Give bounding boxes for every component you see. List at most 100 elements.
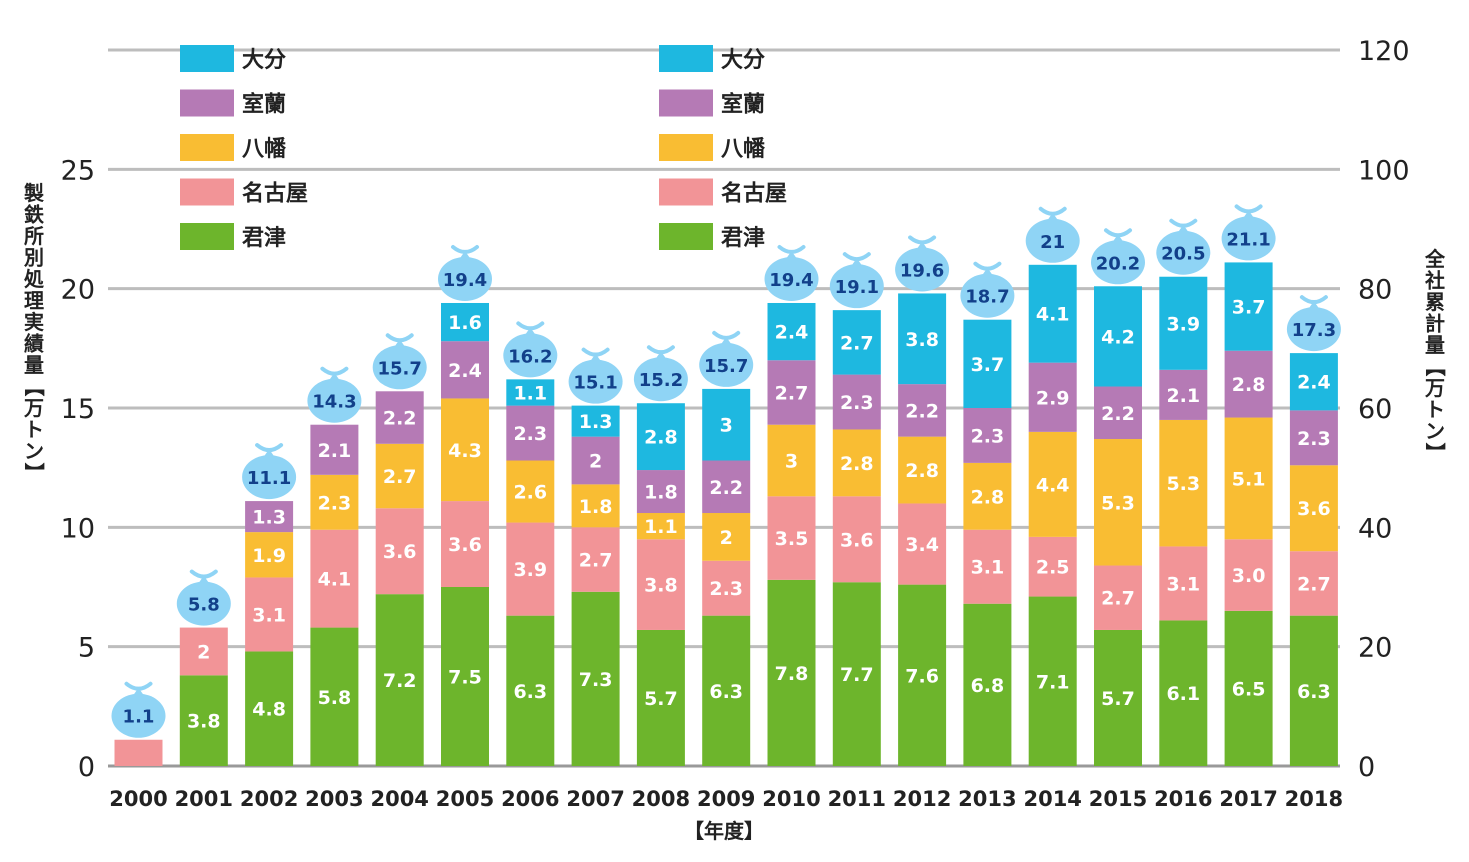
bar-segment: [375, 391, 424, 444]
bar-segment: [1028, 431, 1077, 537]
bar-segment: [832, 496, 881, 583]
segment-label: 4.4: [1036, 474, 1070, 496]
y-axis-right: 0 20 40 60 80 100 120: [1358, 36, 1410, 783]
axis-title-char: 理: [24, 289, 44, 313]
legend-swatch: [659, 89, 713, 117]
bar-segment: [1159, 419, 1208, 547]
bar-segment: [1159, 546, 1208, 621]
segment-label: 7.5: [448, 667, 482, 689]
x-tick-label: 2015: [1089, 787, 1147, 811]
bar-segment: [114, 739, 163, 766]
segment-label: 3.4: [905, 534, 939, 556]
segment-label: 2.4: [448, 360, 482, 382]
bar-stack: 6.8 3.1 2.8 2.3 3.7 18.7: [960, 261, 1015, 766]
axis-title-char: ト: [24, 418, 44, 442]
axis-title-char: 別: [24, 246, 44, 270]
bar-segment: [375, 594, 424, 766]
legend-label: 大分: [242, 48, 286, 73]
segment-label: 3.8: [905, 329, 939, 351]
x-tick-label: 2004: [370, 787, 428, 811]
segment-label: 2.3: [971, 425, 1005, 447]
bar-segment: [1028, 264, 1077, 363]
x-tick-label: 2003: [305, 787, 363, 811]
axis-title-char: 所: [24, 224, 44, 248]
bag-knot: [849, 258, 864, 269]
bar-segment: [375, 508, 424, 595]
bar-stack: 7.6 3.4 2.8 2.2 3.8 19.6: [895, 235, 950, 766]
segment-label: 3.1: [252, 604, 286, 626]
x-tick-label: 2006: [501, 787, 559, 811]
bar-segment: [1224, 417, 1273, 540]
segment-label: 4.1: [1036, 304, 1070, 326]
bar-segment: [1159, 620, 1208, 766]
bar-stack: 3.8 2 5.8: [176, 569, 231, 766]
bar-segment: [571, 405, 620, 437]
total-label: 15.7: [377, 358, 421, 379]
total-label: 19.4: [443, 270, 487, 291]
bar-stack: 6.3 3.9 2.6 2.3 1.1 16.2: [503, 321, 558, 766]
segment-label: 3.6: [383, 541, 417, 563]
bag-knot: [1176, 224, 1191, 235]
bar-stack: 4.8 3.1 1.9 1.3 11.1: [242, 443, 297, 766]
y-tick-label-right: 100: [1358, 155, 1410, 186]
total-bag-icon: 19.1: [829, 252, 884, 309]
total-bag-icon: 19.4: [764, 244, 819, 301]
segment-label: 2.8: [840, 453, 874, 475]
segment-label: 2.7: [1101, 588, 1135, 610]
bar-segment: [245, 577, 294, 652]
bar-segment: [571, 527, 620, 592]
bar-stack: 6.3 2.7 3.6 2.3 2.4 17.3: [1286, 295, 1341, 766]
x-axis: 2000 2001 2002 2003 2004 2005 2006 2007 2008 2009…: [109, 787, 1343, 811]
segment-label: 1.1: [644, 516, 678, 538]
segment-label: 4.2: [1101, 326, 1135, 348]
segment-label: 4.8: [252, 699, 286, 721]
axis-title-char: 計: [1425, 312, 1445, 336]
bag-tie: [255, 443, 284, 453]
bag-knot: [915, 241, 930, 252]
segment-label: 3.1: [1166, 573, 1200, 595]
legend-label: 八幡: [721, 137, 766, 162]
total-label: 19.1: [835, 277, 879, 298]
legend-label: 室蘭: [721, 92, 765, 118]
bar-segment: [1094, 439, 1142, 566]
segment-label: 1.3: [252, 507, 286, 529]
bar-segment: [1028, 536, 1077, 597]
total-bag-icon: 16.2: [503, 321, 558, 378]
legend-swatch: [659, 178, 713, 206]
segment-label: 4.1: [318, 569, 352, 591]
bar-stack: 6.5 3.0 5.1 2.8 3.7 21.1: [1221, 204, 1276, 766]
x-tick-label: 2005: [436, 787, 494, 811]
bag-body: [503, 333, 558, 378]
legend-swatch: [180, 45, 234, 72]
bar-segment: [702, 560, 751, 616]
segment-label: 2.4: [1297, 372, 1331, 394]
bar-segment: [1289, 410, 1338, 466]
segment-label: 5.7: [1101, 688, 1135, 710]
total-label: 17.3: [1292, 320, 1336, 341]
y-tick-label-right: 60: [1358, 394, 1392, 425]
bag-knot: [523, 327, 538, 338]
axis-title-char: ン: [24, 439, 44, 463]
axis-title-char: 社: [1424, 269, 1445, 293]
bag-body: [699, 342, 754, 387]
axis-title-char: 【: [1423, 357, 1447, 377]
segment-label: 3: [720, 415, 733, 437]
bar-segment: [702, 615, 751, 766]
bar-segment: [1224, 610, 1273, 766]
bag-knot: [719, 336, 734, 347]
segment-label: 1.3: [579, 411, 613, 433]
bag-tie: [646, 345, 675, 355]
bar-segment: [767, 424, 816, 497]
segment-label: 2.8: [971, 486, 1005, 508]
segment-label: 2.7: [383, 466, 417, 488]
total-bag-icon: 21: [1025, 206, 1080, 263]
axis-title-char: 累: [1425, 290, 1445, 314]
total-bag-icon: 20.5: [1156, 218, 1211, 275]
legend-item: 室蘭: [659, 89, 765, 118]
segment-label: 1.9: [252, 545, 286, 567]
total-bag-icon: 17.3: [1286, 295, 1341, 352]
bar-segment: [375, 443, 424, 509]
total-bag-icon: 15.7: [372, 333, 427, 390]
bar-segment: [310, 424, 359, 475]
